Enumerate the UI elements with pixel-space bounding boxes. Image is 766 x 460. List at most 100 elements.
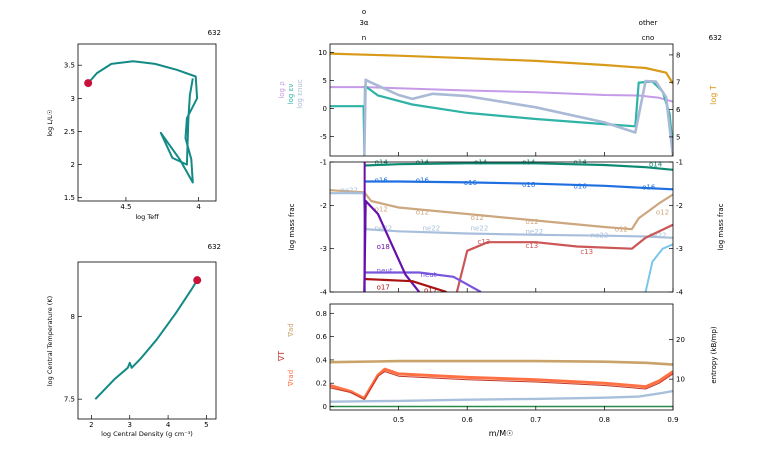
label-o12: o12 <box>471 214 484 222</box>
burn-label-3alpha: 3α <box>359 19 368 27</box>
hr-y-tick-label: 1.5 <box>64 194 75 202</box>
hr-x-tick-label: 4.5 <box>120 203 131 211</box>
burn-label-n: n <box>362 34 366 42</box>
panel-c-yr-tick-label: 20 <box>676 336 685 344</box>
series-grad-ad <box>330 359 673 366</box>
ylabel-grad-ad: ∇ad <box>287 323 295 337</box>
ylabel-log-T: log T <box>709 85 718 105</box>
label-o16: o16 <box>416 177 430 185</box>
ylabel-entropy: entropy (kB/mp) <box>710 326 718 384</box>
panel-c-frame <box>329 303 674 411</box>
label-o12: o12 <box>416 208 429 216</box>
panel-c-ticks: 0 0.2 0.4 0.6 0.8 10 20 0.5 0.6 0.7 0.8 0.9 <box>316 310 685 424</box>
ylabel-log-rho: log ρ <box>278 81 286 99</box>
label-o18: o18 <box>377 243 390 251</box>
label-o14: o14 <box>375 159 389 167</box>
hr-ylabel: log L/L☉ <box>46 109 54 136</box>
panel-a-yr-tick-label: 8 <box>676 51 680 59</box>
profile-header: o 3α n other cno 632 <box>359 8 722 42</box>
label-o17: o17 <box>424 286 437 294</box>
center-x-tick-label: 4 <box>166 421 171 429</box>
panel-a-y-tick-label: 10 <box>318 49 327 57</box>
panel-abundances: o14 o14 o14 o14 o14 o14 o16 o16 o16 o16 o16 o16 o12 o… <box>288 159 725 297</box>
series-other-species <box>644 243 673 292</box>
panel-c-x-tick-label: 0.5 <box>393 416 404 424</box>
panel-c-y-tick-label: 0.8 <box>316 310 327 318</box>
panel-c-y-tick-label: 0 <box>323 403 327 411</box>
label-o12: o12 <box>526 218 539 226</box>
panel-b-series: o14 o14 o14 o14 o14 o14 o16 o16 o16 o16 o16 o16 o12 o… <box>330 159 673 294</box>
panel-b-y-tick-label: -2 <box>320 202 327 210</box>
panel-b-y-tick-label: -3 <box>320 245 327 253</box>
center-evolution-track <box>94 279 199 400</box>
panel-c-yr-tick-label: 10 <box>676 376 685 384</box>
panel-c-x-tick-label: 0.7 <box>530 416 541 424</box>
profile-model-number: 632 <box>709 34 722 42</box>
label-ne22: ne22 <box>591 231 609 239</box>
label-o16: o16 <box>464 179 478 187</box>
burn-label-other: other <box>639 19 658 27</box>
hr-x-tick-label: 4 <box>196 203 201 211</box>
burn-label-o: o <box>362 8 366 16</box>
center-x-tick-label: 2 <box>89 421 93 429</box>
label-o16: o16 <box>375 177 389 185</box>
panel-c-x-tick-label: 0.8 <box>599 416 610 424</box>
center-frame <box>77 261 217 420</box>
label-o14: o14 <box>574 159 588 167</box>
hr-xlabel: log Teff <box>135 213 159 221</box>
panel-b-yr-tick-label: -1 <box>676 159 683 167</box>
label-ne22: ne22 <box>340 187 358 195</box>
label-o16: o16 <box>574 182 588 190</box>
label-c13: c13 <box>477 238 490 246</box>
panel-c-x-tick-label: 0.9 <box>667 416 678 424</box>
panel-c-x-tick-label: 0.6 <box>462 416 474 424</box>
center-model-number: 632 <box>208 243 221 251</box>
label-ne22: ne22 <box>649 231 667 239</box>
series-grad-rad <box>330 367 673 400</box>
series-log-T <box>330 52 673 85</box>
ylabel-log-eps-nu: log εν <box>287 84 295 105</box>
series-o12 <box>330 189 673 231</box>
series-neut <box>364 271 482 292</box>
label-o12: o12 <box>615 226 628 234</box>
panel-b-frame <box>329 161 674 293</box>
hr-ticks: 1.5 2 2.5 3 3.5 4.5 4 <box>64 62 201 211</box>
label-o14: o14 <box>474 159 488 167</box>
label-neut: neut <box>377 267 393 275</box>
series-grad-T <box>330 371 673 400</box>
center-current-model-marker <box>193 276 202 285</box>
hr-diagram: 632 log Teff log L/L☉ 1.5 2 2.5 3 3.5 4.5 4 <box>46 29 221 221</box>
center-xlabel: log Central Density (g cm⁻³) <box>101 430 193 438</box>
label-o14: o14 <box>649 161 663 169</box>
panel-a-y-tick-label: 0 <box>323 105 327 113</box>
panel-b-yr-tick-label: -4 <box>676 289 684 297</box>
series-o14 <box>364 162 673 171</box>
label-o14: o14 <box>416 159 430 167</box>
panel-a-yr-tick-label: 5 <box>676 133 680 141</box>
label-ne22: ne22 <box>423 224 441 232</box>
label-o17: o17 <box>377 283 390 291</box>
hr-evolution-track <box>87 60 199 184</box>
hr-model-number: 632 <box>208 29 221 37</box>
panel-a-frame <box>329 43 674 157</box>
hr-current-model-marker <box>84 79 93 88</box>
hr-y-tick-label: 2.5 <box>64 128 75 136</box>
ylabel-grad-rad: ∇rad <box>287 370 295 387</box>
label-o12: o12 <box>375 205 388 213</box>
panel-c-y-tick-label: 0.4 <box>316 356 328 364</box>
burn-label-cno: cno <box>642 34 655 42</box>
center-ylabel: log Central Temperature (K) <box>46 296 54 386</box>
label-o16: o16 <box>522 181 536 189</box>
series-entropy <box>330 389 673 403</box>
panel-energy-temperature: -5 0 5 10 5 6 7 8 log ρ log εν log εnuc log T <box>278 43 718 157</box>
center-x-tick-label: 3 <box>128 421 132 429</box>
panel-c-y-tick-label: 0.2 <box>316 380 327 388</box>
panel-a-y-tick-label: -5 <box>320 133 327 141</box>
hr-y-tick-label: 2 <box>71 161 75 169</box>
panel-a-y-tick-label: 5 <box>323 77 327 85</box>
series-log-rho <box>330 86 673 103</box>
panel-a-yr-tick-label: 6 <box>676 106 681 114</box>
series-o17 <box>364 277 447 292</box>
panel-b-yr-tick-label: -3 <box>676 245 683 253</box>
label-c13: c13 <box>526 242 539 250</box>
